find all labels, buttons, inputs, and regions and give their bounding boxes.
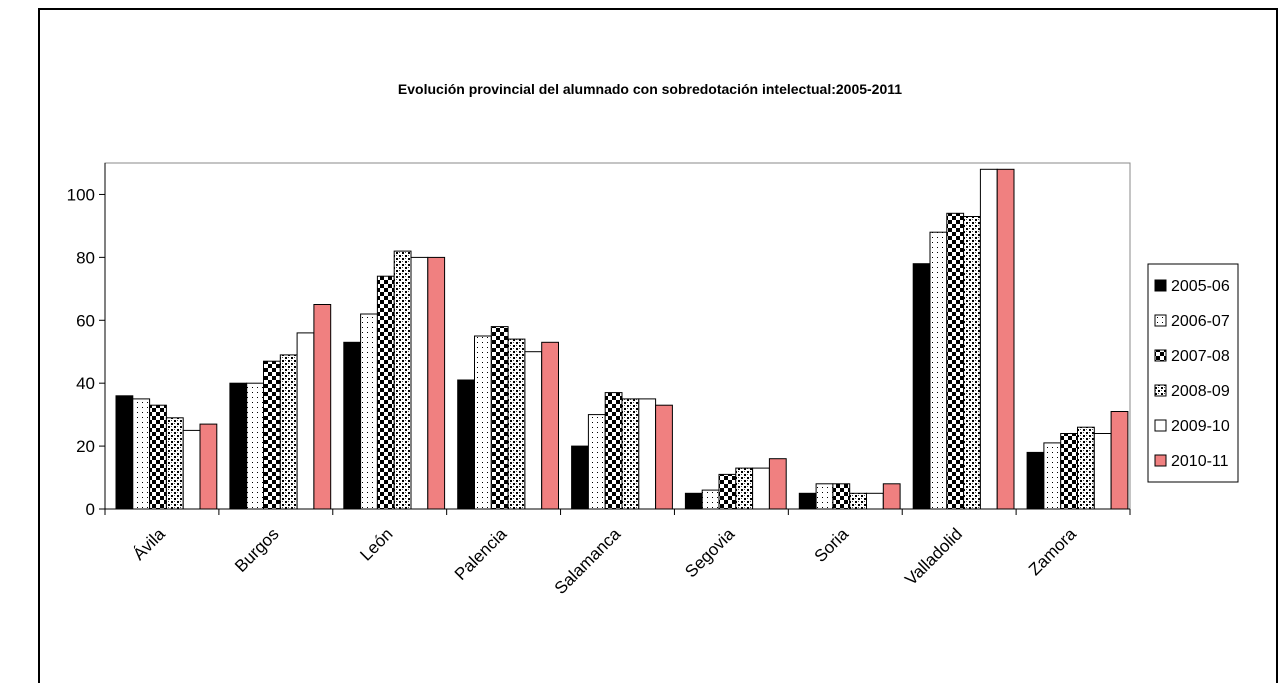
x-category-label: Burgos — [231, 524, 283, 576]
bar-2010-11-Segovia — [768, 458, 787, 510]
bar-2007-08-Burgos — [263, 360, 281, 510]
bar-2007-08-Salamanca — [604, 392, 623, 510]
y-tick-label: 40 — [76, 374, 95, 393]
bar-2010-11-Zamora — [1110, 411, 1129, 510]
legend-label: 2007-08 — [1171, 348, 1230, 365]
chart-frame — [38, 8, 1278, 683]
legend-label: 2010-11 — [1171, 453, 1229, 470]
x-category-label: Valladolid — [901, 524, 966, 589]
bar-2006-07-Valladolid — [929, 231, 948, 510]
bar-2009-10-Salamanca — [638, 398, 657, 510]
bar-2008-09-Soria — [849, 492, 868, 510]
bar-2005-06-Salamanca — [571, 445, 589, 510]
x-category-label: Segovia — [681, 524, 738, 581]
bar-2009-10-Burgos — [296, 332, 315, 510]
x-category-label: Zamora — [1025, 524, 1080, 579]
bar-2005-06-Soria — [798, 492, 817, 510]
bar-2009-10-Zamora — [1093, 433, 1112, 510]
bar-2007-08-Valladolid — [946, 212, 965, 510]
bar-2010-11-Palencia — [541, 341, 560, 510]
bar-2009-10-Valladolid — [979, 168, 998, 510]
legend-swatch — [1154, 279, 1167, 292]
bar-2010-11-Soria — [882, 483, 901, 510]
bar-2007-08-Ávila — [149, 404, 167, 510]
bar-2006-07-Burgos — [246, 382, 264, 510]
bar-2010-11-Burgos — [313, 304, 332, 510]
x-category-label: Salamanca — [551, 524, 625, 598]
x-category-label: Ávila — [129, 524, 169, 564]
bar-2008-09-Burgos — [279, 354, 298, 510]
bar-2005-06-Zamora — [1026, 451, 1045, 510]
bar-2008-09-Valladolid — [963, 216, 981, 510]
bar-2005-06-Valladolid — [912, 263, 931, 510]
bar-2006-07-Soria — [815, 483, 834, 510]
bar-2006-07-Segovia — [701, 489, 720, 510]
x-category-label: Palencia — [451, 524, 511, 584]
y-tick-label: 20 — [76, 437, 95, 456]
legend-label: 2009-10 — [1171, 418, 1230, 435]
bar-2007-08-Segovia — [718, 473, 737, 510]
x-category-label: León — [356, 524, 396, 564]
legend-swatch — [1154, 454, 1167, 467]
legend-swatch — [1154, 314, 1167, 327]
y-tick-label: 80 — [76, 248, 95, 267]
bar-2006-07-Salamanca — [587, 414, 606, 510]
bar-2006-07-Palencia — [474, 335, 492, 510]
bar-2007-08-Zamora — [1060, 433, 1078, 510]
bar-2005-06-León — [343, 341, 362, 510]
legend-label: 2005-06 — [1171, 278, 1230, 295]
y-tick-label: 0 — [86, 500, 95, 519]
legend-label: 2008-09 — [1171, 383, 1230, 400]
bar-2005-06-Ávila — [115, 395, 134, 510]
legend-swatch — [1154, 419, 1167, 432]
bar-2009-10-Ávila — [182, 429, 201, 510]
bar-2009-10-León — [410, 256, 429, 510]
bar-2007-08-Soria — [832, 483, 851, 510]
bar-2010-11-Ávila — [199, 423, 218, 510]
bar-2008-09-Salamanca — [621, 398, 640, 510]
bar-2010-11-León — [427, 256, 446, 510]
y-tick-label: 100 — [67, 185, 95, 204]
legend-box — [1147, 263, 1239, 483]
bars-layer — [115, 168, 1129, 510]
bar-2009-10-Soria — [866, 492, 884, 510]
legend-swatch — [1154, 384, 1167, 397]
bar-2009-10-Segovia — [752, 467, 770, 510]
bar-2008-09-Zamora — [1077, 426, 1095, 510]
x-category-label: Soria — [811, 524, 853, 566]
bar-2007-08-León — [376, 275, 395, 510]
legend-swatch — [1154, 349, 1167, 362]
bar-2010-11-Valladolid — [996, 168, 1015, 510]
bar-2005-06-Segovia — [684, 492, 703, 510]
chart-title: Evolución provincial del alumnado con so… — [398, 81, 902, 97]
bar-2006-07-León — [360, 313, 378, 510]
y-tick-label: 60 — [76, 311, 95, 330]
bar-2008-09-Palencia — [507, 338, 526, 510]
legend: 2005-06 2006-07 2007-08 2008-09 2009-10 2010-… — [1147, 263, 1239, 483]
bar-2006-07-Zamora — [1043, 442, 1062, 510]
bar-2010-11-Salamanca — [655, 404, 673, 510]
bar-2008-09-Segovia — [735, 467, 754, 510]
bar-2008-09-Ávila — [165, 417, 184, 510]
bar-2006-07-Ávila — [132, 398, 151, 510]
bar-2007-08-Palencia — [490, 326, 509, 510]
bar-2008-09-León — [393, 250, 412, 510]
bar-2005-06-Burgos — [229, 382, 248, 510]
bar-2005-06-Palencia — [457, 379, 476, 510]
bar-2009-10-Palencia — [524, 351, 543, 510]
legend-label: 2006-07 — [1171, 313, 1230, 330]
